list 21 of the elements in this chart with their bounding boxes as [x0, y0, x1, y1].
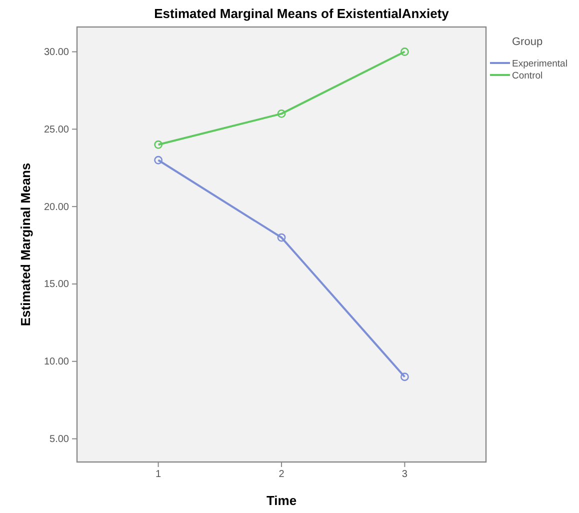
y-tick-label: 10.00: [44, 356, 70, 368]
legend-label: Experimental: [512, 58, 568, 70]
point: [400, 372, 409, 382]
y-tick-label: 15.00: [44, 279, 70, 290]
y-tick-label: 25.00: [44, 124, 70, 136]
legend-title: Group: [512, 36, 543, 48]
point: [154, 140, 163, 149]
y-tick-label: 5.00: [50, 434, 70, 445]
point: [277, 233, 286, 242]
chart-title: Estimated Marginal Means of ExistentialAnxiety: [154, 6, 450, 21]
x-tick-label: 3: [402, 469, 408, 480]
x-axis-title: Time: [266, 493, 297, 508]
x-tick-label: 2: [278, 469, 285, 480]
x-tick-label: 1: [156, 469, 162, 480]
legend-label: Control: [512, 70, 543, 82]
y-tick-label: 30.00: [44, 46, 70, 58]
point: [400, 48, 409, 56]
y-tick-label: 20.00: [44, 202, 70, 213]
y-axis-title: Estimated Marginal Means: [18, 162, 33, 326]
point: [154, 156, 163, 164]
point: [277, 109, 286, 118]
